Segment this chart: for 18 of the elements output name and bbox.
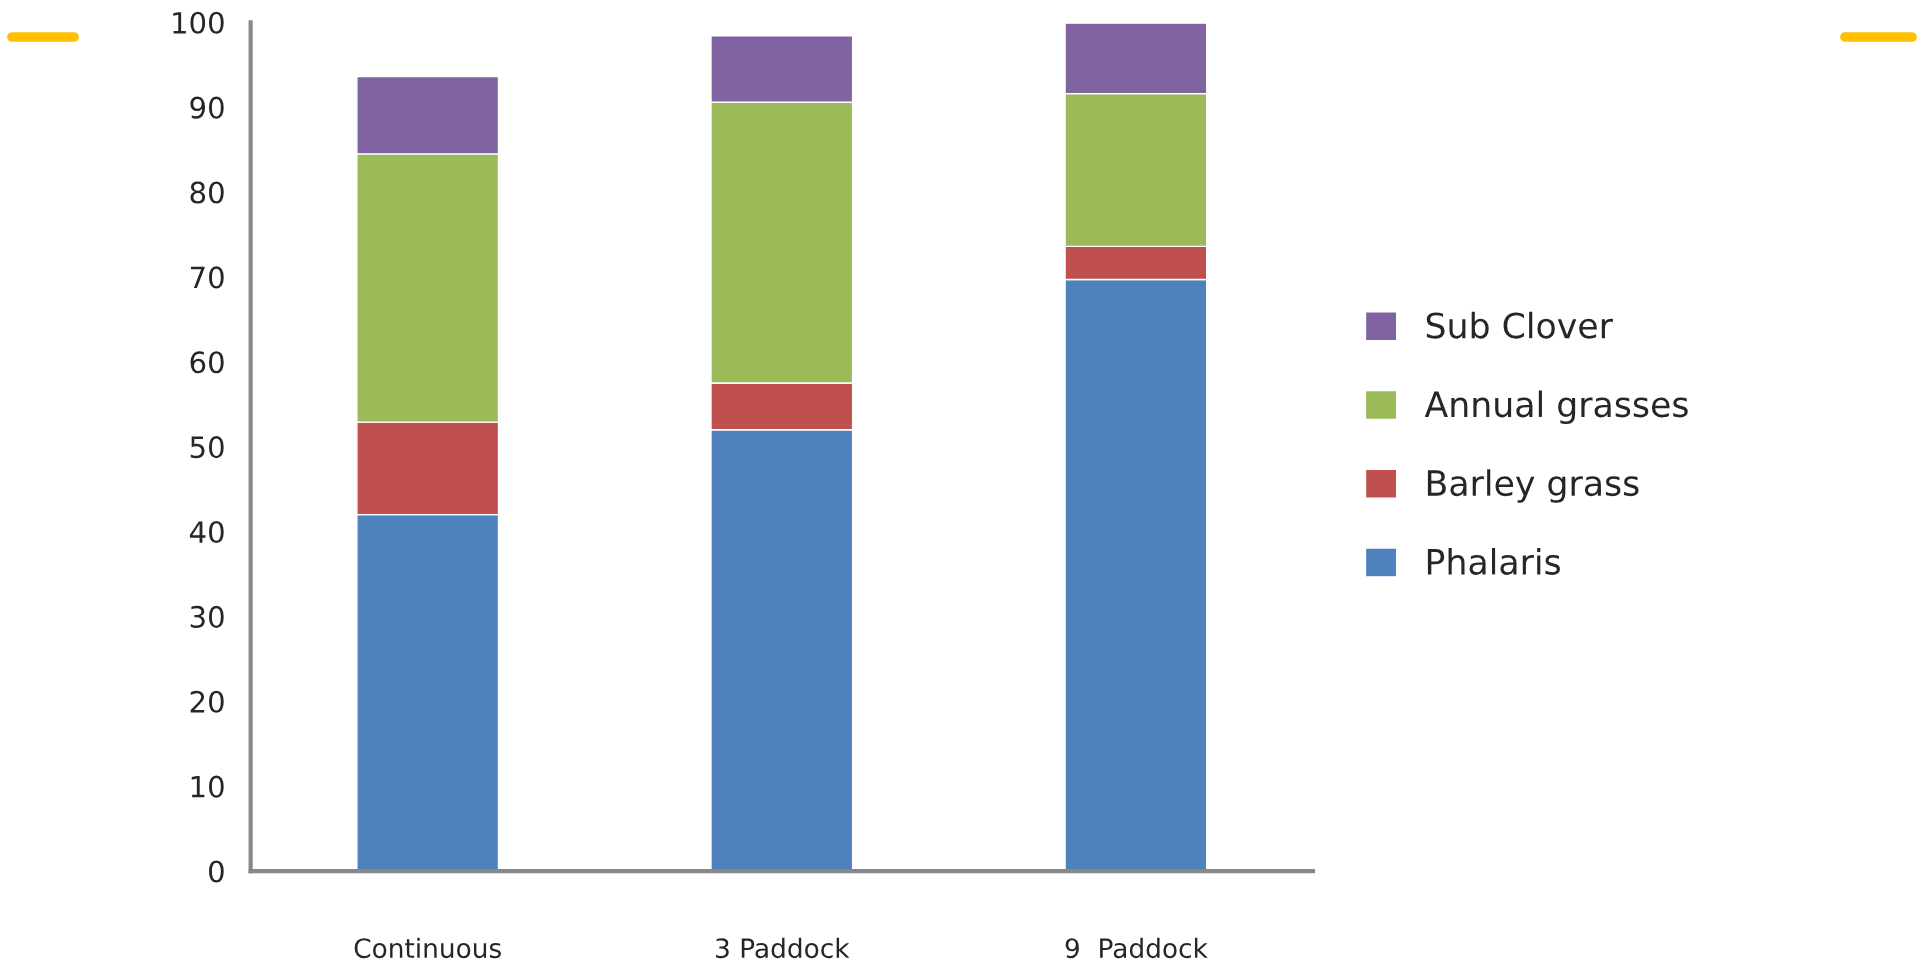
y-tick-label: 100 — [173, 11, 224, 34]
legend-label: Barley grass — [1427, 469, 1639, 503]
y-tick-label: 60 — [190, 351, 224, 374]
y-tick-label: 90 — [190, 96, 224, 119]
x-tick-label: 3 Paddock — [716, 937, 850, 959]
y-tick-label: 70 — [190, 266, 224, 289]
y-tick-label: 0 — [209, 860, 224, 883]
y-tick-label: 10 — [191, 775, 224, 798]
legend-label: Annual grasses — [1424, 390, 1688, 425]
y-tick-label: 50 — [190, 436, 224, 459]
y-tick-label: 30 — [190, 605, 224, 628]
x-tick-label: Continuous — [354, 937, 501, 959]
legend-label: Sub Clover — [1426, 311, 1613, 339]
y-tick-label: 20 — [190, 690, 224, 713]
x-tick-label: 9 Paddock — [1065, 937, 1208, 959]
y-tick-label: 80 — [190, 181, 224, 204]
y-tick-label: 40 — [189, 520, 224, 544]
legend-label: Phalaris — [1427, 548, 1560, 575]
